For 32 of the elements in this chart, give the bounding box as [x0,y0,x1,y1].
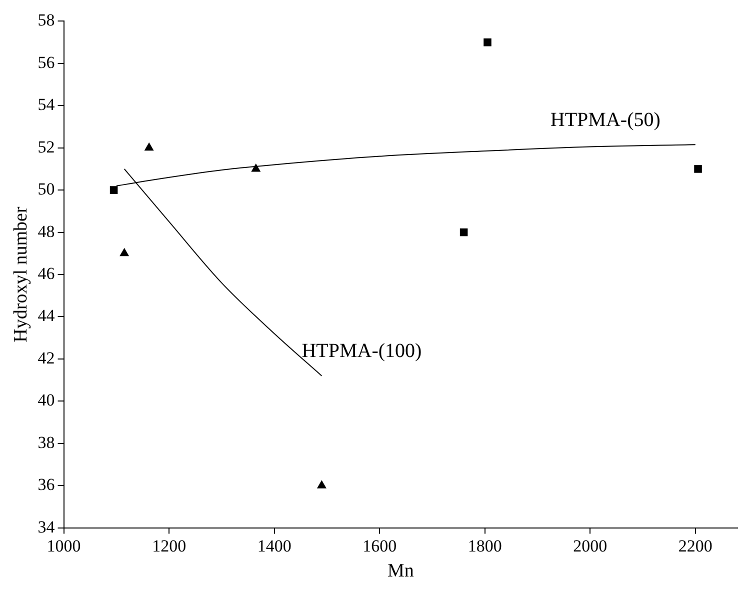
y-tick-label: 44 [38,306,56,326]
point [144,142,154,151]
x-tick-label: 2200 [678,536,712,556]
point [694,165,702,173]
x-tick-label: 1400 [257,536,292,556]
y-tick-label: 56 [38,52,55,72]
point [120,248,130,256]
x-tick-label: 2000 [573,536,608,556]
series-label: HTPMA-(50) [550,108,660,131]
y-tick-label: 38 [38,432,55,452]
y-tick-label: 42 [38,348,55,368]
x-tick-label: 1200 [152,536,186,556]
y-tick-label: 46 [38,264,55,283]
y-tick-label: 54 [38,95,56,114]
y-tick-label: 58 [38,10,55,30]
point [110,186,118,194]
y-tick-label: 50 [38,180,55,199]
x-tick-label: 1600 [362,536,397,556]
x-axis-title: Mn [387,560,414,582]
point [484,38,492,46]
y-tick-label: 36 [38,475,55,494]
point [460,228,468,236]
point [251,163,261,172]
series-label: HTPMA-(100) [302,340,422,362]
x-tick-label: 1800 [468,536,502,556]
x-tick-label: 1000 [46,536,81,556]
y-tick-label: 48 [38,222,55,241]
y-axis-title: Hydroxyl number [10,206,32,342]
point [316,480,326,488]
y-tick-label: 40 [38,390,55,410]
y-tick-label: 52 [38,137,55,156]
y-tick-label: 34 [38,517,56,536]
